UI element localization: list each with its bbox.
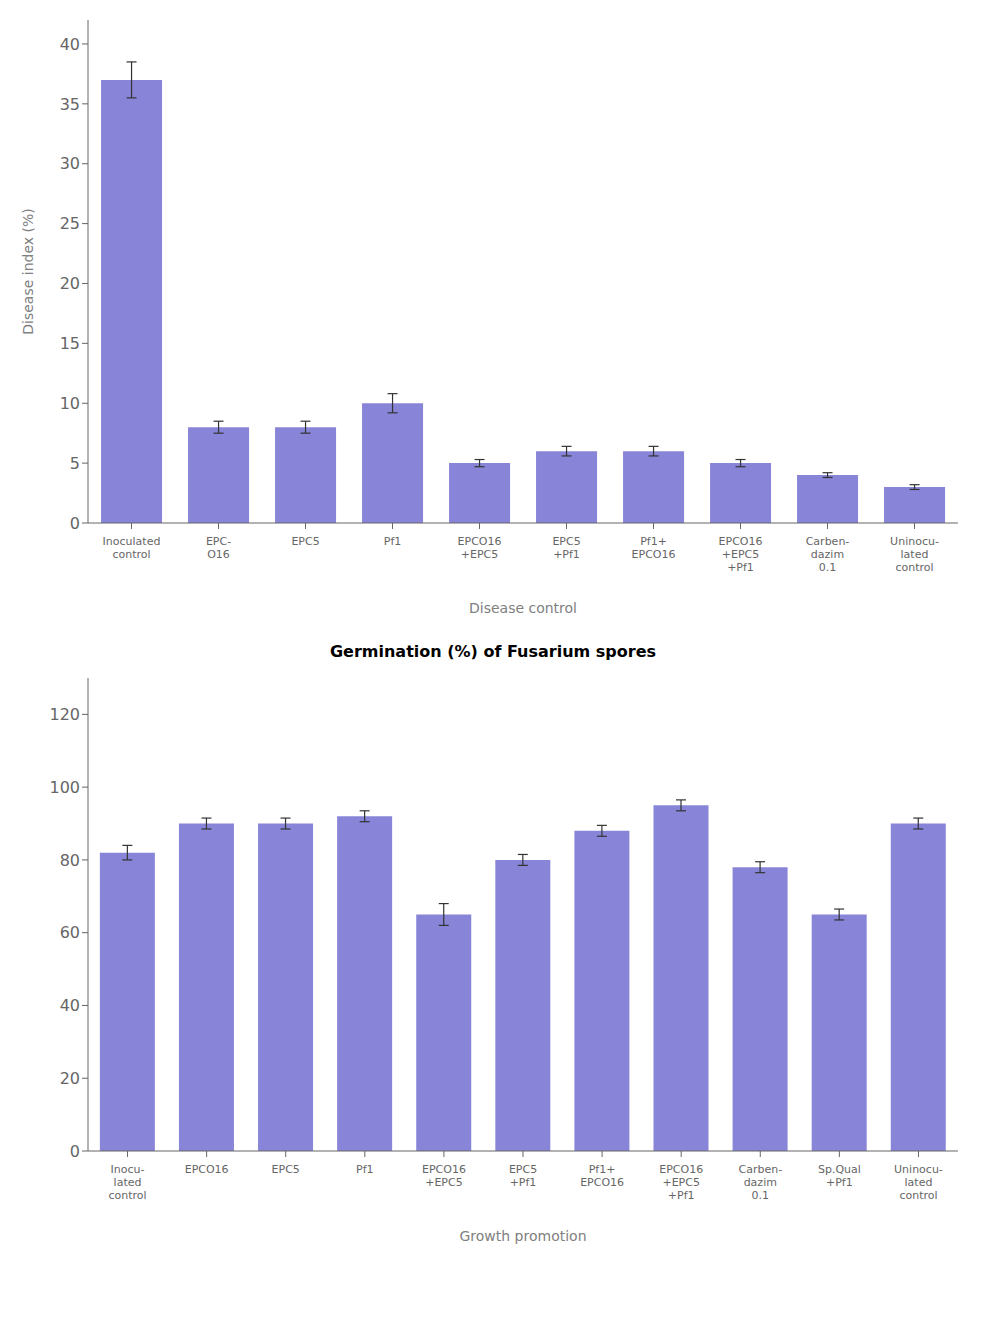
svg-text:Growth promotion: Growth promotion bbox=[459, 1228, 586, 1244]
svg-text:0: 0 bbox=[70, 514, 80, 533]
svg-text:20: 20 bbox=[60, 1069, 80, 1088]
svg-text:10: 10 bbox=[60, 394, 80, 413]
svg-text:EPC-O16: EPC-O16 bbox=[206, 535, 231, 561]
svg-text:40: 40 bbox=[60, 996, 80, 1015]
svg-text:Pf1+EPCO16: Pf1+EPCO16 bbox=[632, 535, 676, 561]
svg-text:60: 60 bbox=[60, 923, 80, 942]
svg-text:0: 0 bbox=[70, 1142, 80, 1161]
svg-text:80: 80 bbox=[60, 851, 80, 870]
svg-text:Pf1: Pf1 bbox=[384, 535, 402, 548]
svg-text:EPCO16: EPCO16 bbox=[185, 1163, 229, 1176]
svg-text:Carben-dazim0.1: Carben-dazim0.1 bbox=[806, 535, 850, 574]
svg-text:120: 120 bbox=[49, 705, 80, 724]
svg-text:25: 25 bbox=[60, 214, 80, 233]
svg-text:Inoculatedcontrol: Inoculatedcontrol bbox=[103, 535, 161, 561]
svg-text:30: 30 bbox=[60, 154, 80, 173]
svg-text:Pf1: Pf1 bbox=[356, 1163, 374, 1176]
svg-text:35: 35 bbox=[60, 95, 80, 114]
svg-text:EPC5: EPC5 bbox=[272, 1163, 300, 1176]
svg-text:EPC5+Pf1: EPC5+Pf1 bbox=[552, 535, 580, 561]
svg-text:EPCO16+EPC5: EPCO16+EPC5 bbox=[422, 1163, 466, 1189]
svg-text:100: 100 bbox=[49, 778, 80, 797]
svg-text:Uninocu-latedcontrol: Uninocu-latedcontrol bbox=[894, 1163, 943, 1202]
svg-text:Disease index (%): Disease index (%) bbox=[20, 208, 36, 335]
svg-text:Inocu-latedcontrol: Inocu-latedcontrol bbox=[108, 1163, 146, 1202]
svg-text:5: 5 bbox=[70, 454, 80, 473]
svg-text:EPC5: EPC5 bbox=[291, 535, 319, 548]
svg-text:EPCO16+EPC5+Pf1: EPCO16+EPC5+Pf1 bbox=[659, 1163, 703, 1202]
svg-text:EPCO16+EPC5+Pf1: EPCO16+EPC5+Pf1 bbox=[719, 535, 763, 574]
svg-text:Disease control: Disease control bbox=[469, 600, 577, 616]
svg-text:Uninocu-latedcontrol: Uninocu-latedcontrol bbox=[890, 535, 939, 574]
svg-text:40: 40 bbox=[60, 35, 80, 54]
svg-text:Sp.Qual+Pf1: Sp.Qual+Pf1 bbox=[818, 1163, 861, 1189]
svg-text:EPC5+Pf1: EPC5+Pf1 bbox=[509, 1163, 537, 1189]
html-text:Germination (%) of Fusarium sp: Germination (%) of Fusarium spores bbox=[329, 642, 657, 661]
svg-text:EPCO16+EPC5: EPCO16+EPC5 bbox=[458, 535, 502, 561]
svg-text:Pf1+EPCO16: Pf1+EPCO16 bbox=[580, 1163, 624, 1189]
svg-text:15: 15 bbox=[60, 334, 80, 353]
svg-text:20: 20 bbox=[60, 274, 80, 293]
svg-text:Carben-dazim0.1: Carben-dazim0.1 bbox=[738, 1163, 782, 1202]
